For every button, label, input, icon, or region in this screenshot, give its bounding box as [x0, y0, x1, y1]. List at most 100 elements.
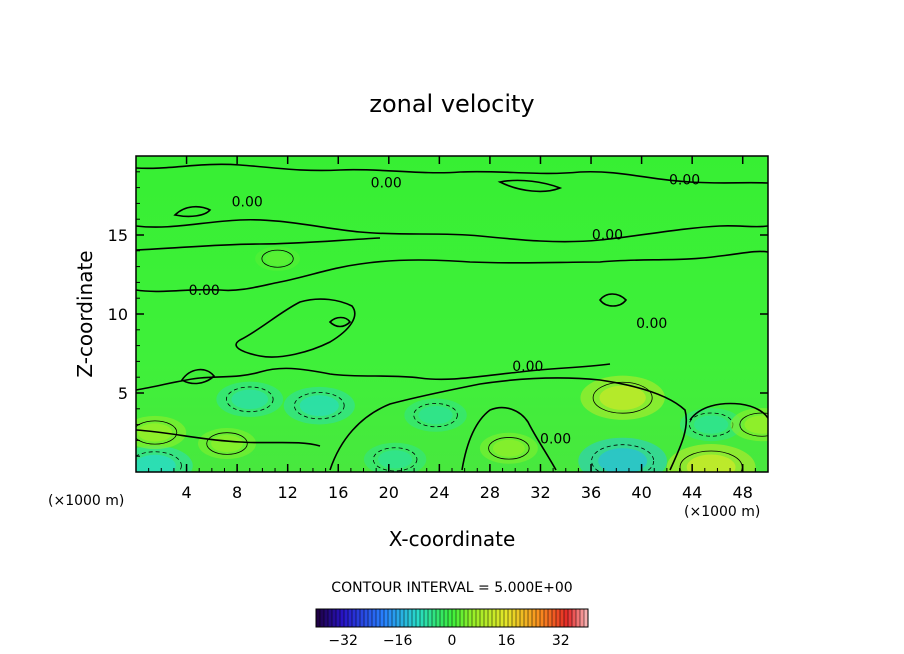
colorbar-swatch	[452, 609, 457, 627]
colorbar-swatch	[536, 609, 541, 627]
colorbar-swatch	[476, 609, 481, 627]
contour-line-neg	[293, 392, 345, 420]
contour-line	[598, 293, 628, 307]
colorbar-swatch	[456, 609, 461, 627]
field-anomaly-core	[136, 454, 176, 472]
colorbar-swatch	[556, 609, 561, 627]
field-anomaly-core	[599, 385, 646, 410]
colorbar-swatch	[364, 609, 369, 627]
contour-line	[461, 406, 557, 471]
colorbar-swatch	[584, 609, 589, 627]
y-tick-label: 5	[118, 384, 128, 403]
colorbar-swatch	[520, 609, 525, 627]
contour-line	[136, 250, 768, 293]
contour-line-neg	[225, 386, 274, 413]
x-tick-label: 40	[631, 483, 651, 502]
colorbar-swatch	[444, 609, 449, 627]
x-tick-label: 4	[181, 483, 191, 502]
colorbar-swatch	[512, 609, 517, 627]
colorbar-swatch	[408, 609, 413, 627]
contour-label: 0.00	[512, 359, 543, 375]
colorbar-swatch	[340, 609, 345, 627]
y-tick-label: 10	[108, 305, 128, 324]
x-tick-label: 16	[328, 483, 348, 502]
colorbar-swatch	[360, 609, 365, 627]
colorbar-tick-label: 0	[448, 633, 457, 649]
contour-label: 0.00	[669, 172, 700, 188]
colorbar-swatch	[404, 609, 409, 627]
x-tick-label: 20	[379, 483, 399, 502]
contour-line	[235, 298, 356, 358]
x-tick-label: 24	[429, 483, 449, 502]
colorbar-swatch	[400, 609, 405, 627]
colorbar-swatch	[528, 609, 533, 627]
contour-line	[329, 377, 688, 471]
colorbar-swatch	[548, 609, 553, 627]
colorbar-swatch	[496, 609, 501, 627]
colorbar-swatch	[436, 609, 441, 627]
colorbar-swatch	[484, 609, 489, 627]
colorbar-swatch	[416, 609, 421, 627]
colorbar-swatch	[560, 609, 565, 627]
plot-area: 0.00 0.00 0.00 0.00 0.00 0.00 0.00 0.00	[135, 155, 769, 473]
colorbar-swatch	[572, 609, 577, 627]
field-anomaly-core	[299, 395, 339, 416]
x-tick-label: 36	[581, 483, 601, 502]
x-tick-label: 8	[232, 483, 242, 502]
colorbar-swatch	[488, 609, 493, 627]
colorbar-swatch	[356, 609, 361, 627]
colorbar-swatch	[492, 609, 497, 627]
x-tick-label: 44	[682, 483, 702, 502]
colorbar-tick-label: 32	[552, 633, 570, 649]
field-anomaly-core	[377, 450, 413, 469]
contour-line-pos	[261, 249, 294, 268]
colorbar-swatch	[412, 609, 417, 627]
contour-line-pos	[592, 381, 653, 414]
contour-line-pos	[739, 412, 768, 437]
colorbar-swatch	[328, 609, 333, 627]
contour-line	[136, 218, 768, 243]
colorbar-swatch	[532, 609, 537, 627]
field-anomaly-core	[693, 415, 729, 434]
colorbar-swatch	[524, 609, 529, 627]
contour-line	[689, 402, 768, 421]
field-anomaly-core	[686, 454, 736, 472]
x-axis: 4 8 12 16 20 24 28 32 36 40 44 48	[148, 156, 756, 502]
colorbar-swatch	[320, 609, 325, 627]
field-anomaly-core	[211, 435, 243, 453]
contour-line	[328, 316, 352, 328]
field-anomaly-core	[265, 251, 290, 266]
colorbar-swatch	[508, 609, 513, 627]
contour-line-pos	[206, 432, 248, 455]
colorbar-swatch	[448, 609, 453, 627]
colorbar-swatch	[568, 609, 573, 627]
colorbar-swatch	[372, 609, 377, 627]
colorbar-swatch	[368, 609, 373, 627]
contour-line-neg	[591, 444, 655, 472]
colorbar-swatch	[396, 609, 401, 627]
colorbar-frame	[315, 608, 589, 628]
field-anomaly-core	[744, 415, 768, 434]
colorbar-swatch	[384, 609, 389, 627]
colorbar-swatch	[564, 609, 569, 627]
y-tick-label: 15	[108, 226, 128, 245]
contour-line-pos	[136, 420, 178, 445]
field-anomaly-core	[231, 389, 269, 410]
contour-label: 0.00	[232, 195, 263, 211]
colorbar-swatch	[336, 609, 341, 627]
colorbar-swatch	[480, 609, 485, 627]
colorbar: −32 −16 0 16 32	[315, 608, 589, 649]
colorbar-swatch	[432, 609, 437, 627]
x-unit-right: (×1000 m)	[684, 504, 760, 520]
contour-line-neg	[136, 451, 182, 472]
x-unit-left: (×1000 m)	[48, 493, 124, 509]
colorbar-swatch	[460, 609, 465, 627]
contour-label: 0.00	[636, 316, 667, 332]
contour-interval-label: CONTOUR INTERVAL = 5.000E+00	[331, 580, 572, 596]
colorbar-swatch	[348, 609, 353, 627]
colorbar-swatch	[544, 609, 549, 627]
x-tick-label: 12	[278, 483, 298, 502]
colorbar-swatch	[352, 609, 357, 627]
contour-line	[180, 368, 216, 385]
contour-line-neg	[413, 403, 458, 428]
